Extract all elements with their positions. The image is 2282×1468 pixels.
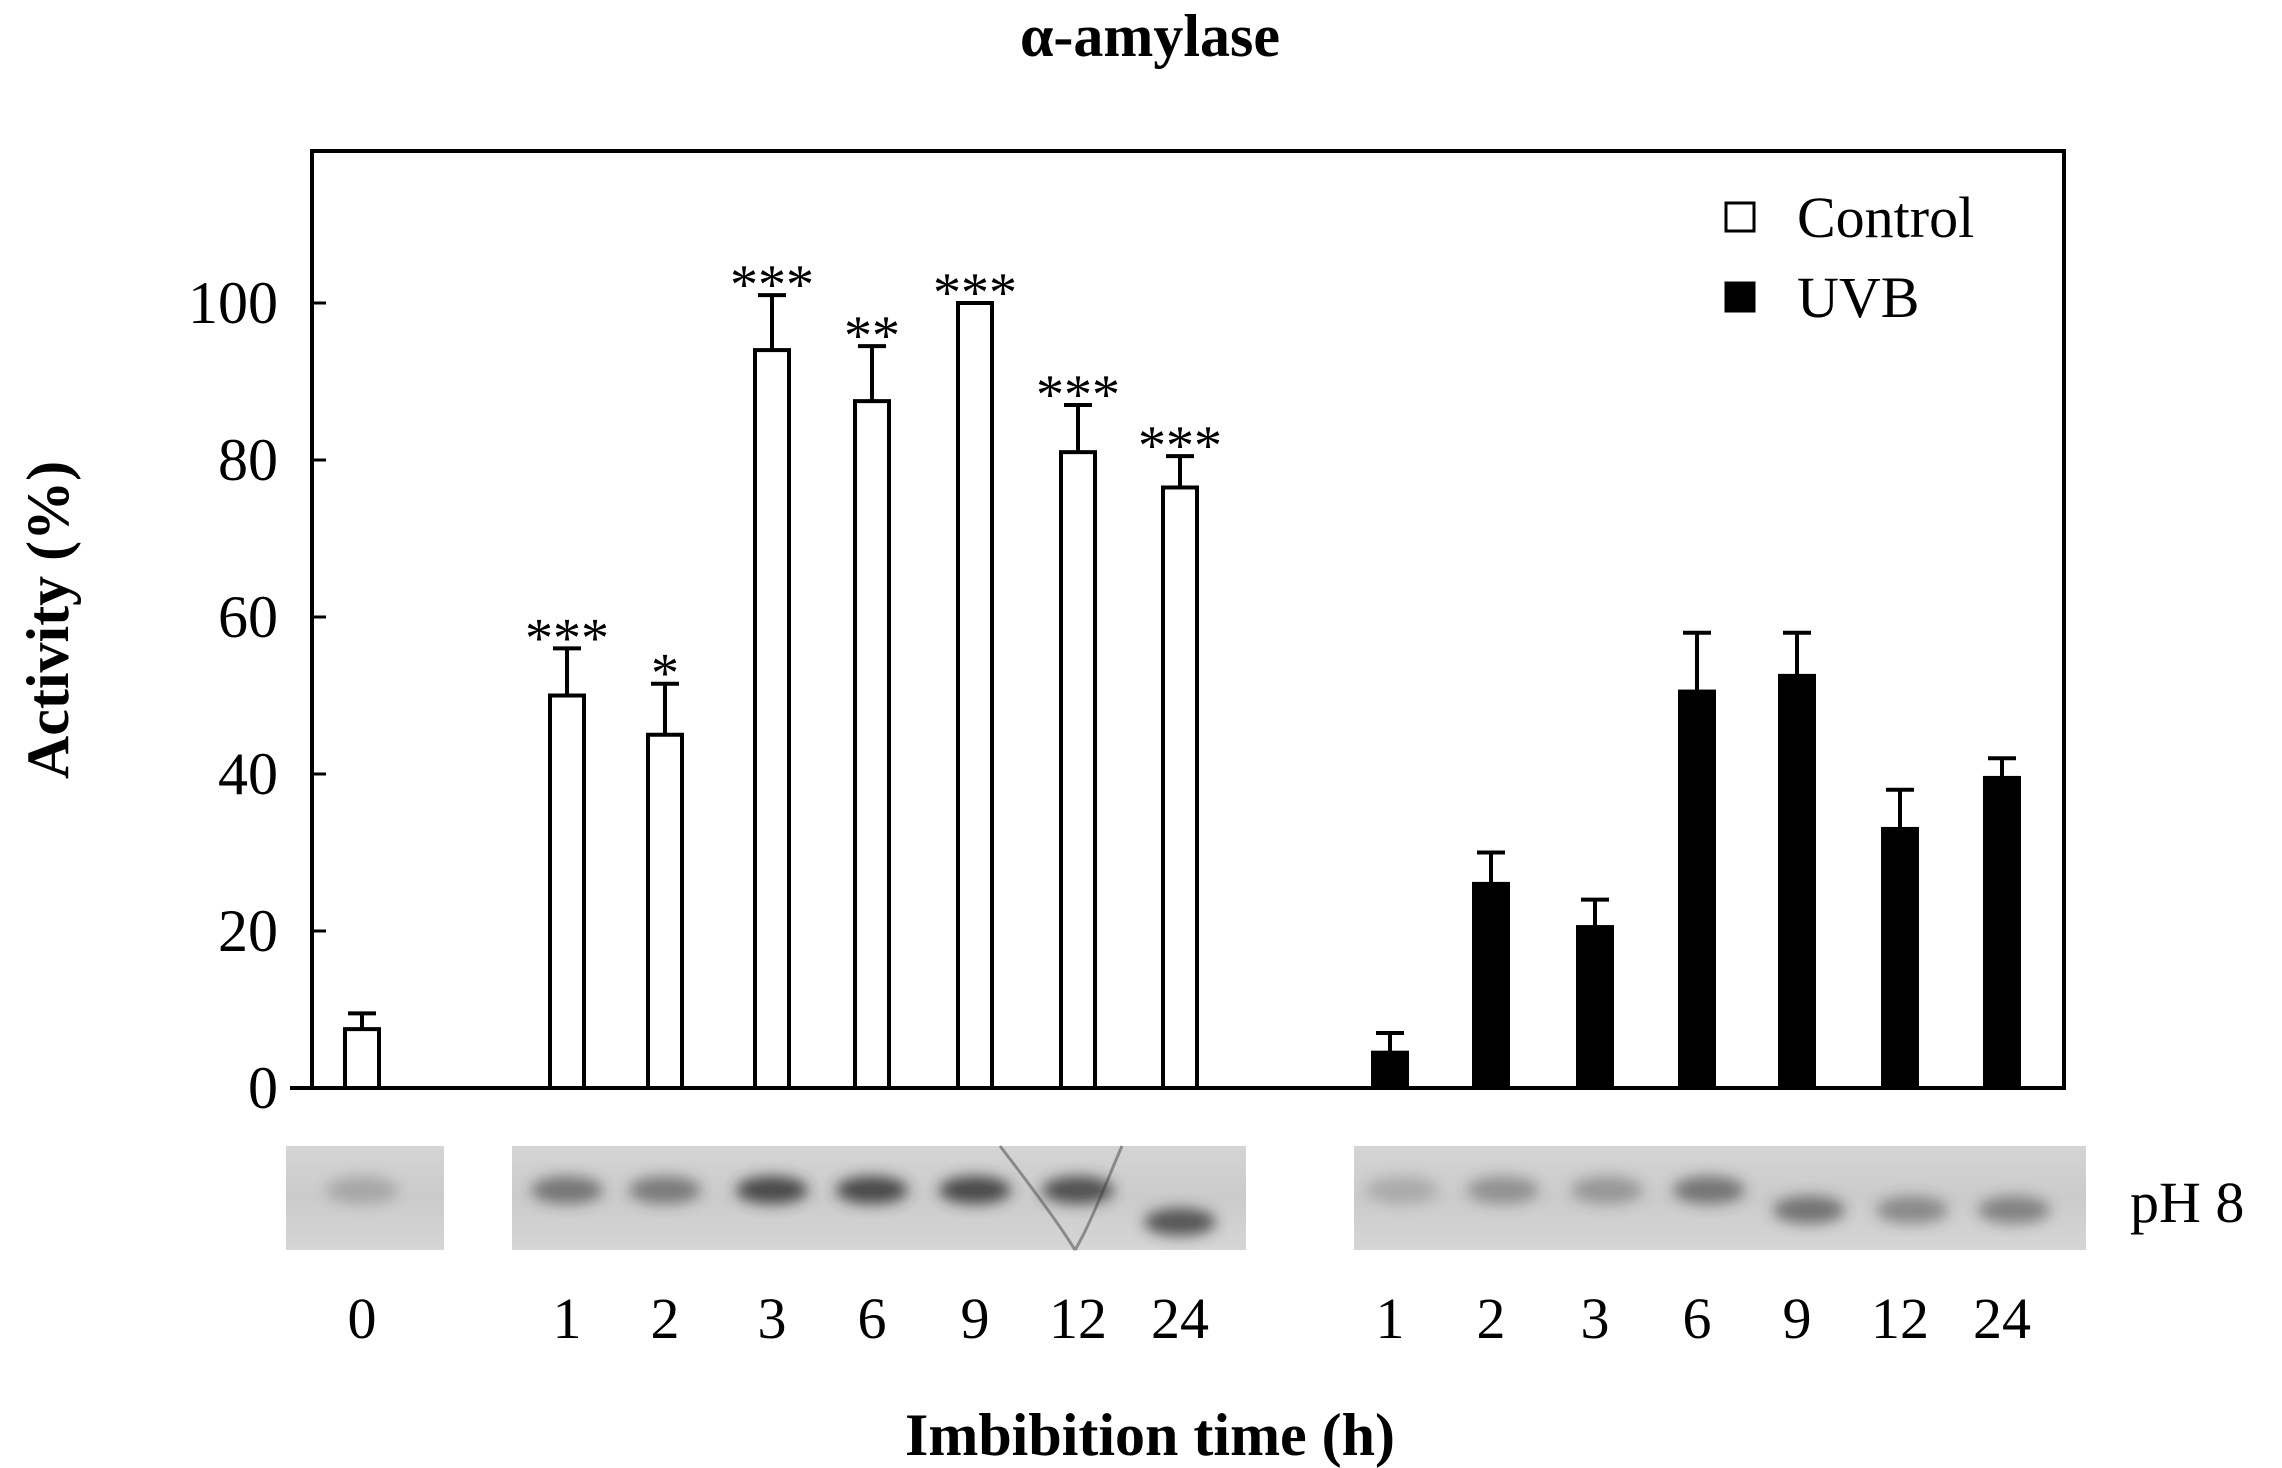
- bar-control-3: [753, 348, 791, 1091]
- gel-band-uvb-9: [1773, 1196, 1845, 1224]
- y-tick-label-40: 40: [218, 741, 278, 807]
- x-axis-label: Imbibition time (h): [905, 1402, 1395, 1468]
- legend-label-control: Control: [1797, 185, 1974, 250]
- gel-band-control-2: [629, 1176, 701, 1204]
- legend-swatch-control: [1724, 201, 1756, 233]
- x-category-uvb-1: 1: [1376, 1286, 1405, 1351]
- y-axis: 0 20 40 60 80 100: [188, 270, 2064, 1121]
- bar-control-1: [548, 693, 586, 1090]
- gel-band-control-24: [1144, 1208, 1216, 1236]
- gel-band-uvb-12: [1876, 1196, 1948, 1224]
- zymogram-gel: pH 8: [286, 1145, 2244, 1251]
- x-category-uvb-6: 6: [1683, 1286, 1712, 1351]
- x-category-labels: 0 1 2 3 6 9 12 24 1 2 3 6 9 12 24: [348, 1286, 2032, 1351]
- x-category-control-2: 2: [651, 1286, 680, 1351]
- bar-control-24: [1161, 485, 1199, 1091]
- chart-title: α-amylase: [1020, 3, 1280, 69]
- x-category-control-3: 3: [758, 1286, 787, 1351]
- gel-band-control-0: [326, 1176, 398, 1204]
- gel-band-uvb-24: [1978, 1196, 2050, 1224]
- significance-markers: ******************: [525, 254, 1222, 705]
- gel-band-uvb-2: [1467, 1176, 1539, 1204]
- gel-band-control-12: [1042, 1176, 1114, 1204]
- significance-control-3: ***: [730, 254, 814, 316]
- gel-band-uvb-6: [1673, 1176, 1745, 1204]
- bar-control-9: [956, 301, 994, 1090]
- gel-band-control-9: [939, 1176, 1011, 1204]
- x-category-control-12: 12: [1049, 1286, 1107, 1351]
- y-tick-label-100: 100: [188, 270, 278, 336]
- y-tick-label-20: 20: [218, 898, 278, 964]
- gel-band-control-6: [836, 1176, 908, 1204]
- x-category-uvb-24: 24: [1973, 1286, 2031, 1351]
- y-tick-label-60: 60: [218, 584, 278, 650]
- gel-crack: [998, 1145, 1124, 1251]
- gel-band-uvb-1: [1366, 1176, 1438, 1204]
- bar-control-6: [853, 399, 891, 1090]
- bar-uvb-3: [1576, 925, 1614, 1091]
- y-axis-label: Activity (%): [15, 461, 81, 779]
- x-category-uvb-9: 9: [1783, 1286, 1812, 1351]
- bar-control-12: [1059, 450, 1097, 1090]
- x-category-uvb-12: 12: [1871, 1286, 1929, 1351]
- x-category-uvb-2: 2: [1477, 1286, 1506, 1351]
- y-tick-label-0: 0: [248, 1055, 278, 1121]
- gel-band-uvb-3: [1571, 1176, 1643, 1204]
- significance-control-12: ***: [1036, 364, 1120, 426]
- bar-uvb-2: [1472, 881, 1510, 1091]
- bar-uvb-6: [1678, 689, 1716, 1090]
- legend: Control UVB: [1724, 185, 1974, 330]
- significance-control-9: ***: [933, 262, 1017, 324]
- x-category-control-9: 9: [961, 1286, 990, 1351]
- x-category-control-1: 1: [553, 1286, 582, 1351]
- legend-swatch-uvb: [1724, 281, 1756, 313]
- legend-label-uvb: UVB: [1797, 265, 1919, 330]
- bar-uvb-12: [1881, 826, 1919, 1090]
- gel-condition-label: pH 8: [2130, 1170, 2244, 1235]
- error-bars: [348, 293, 2016, 1053]
- gel-band-control-3: [736, 1176, 808, 1204]
- x-category-control-6: 6: [858, 1286, 887, 1351]
- significance-control-24: ***: [1138, 415, 1222, 477]
- significance-control-6: **: [844, 305, 900, 367]
- bar-uvb-1: [1371, 1050, 1409, 1091]
- gel-band-control-1: [531, 1176, 603, 1204]
- y-tick-label-80: 80: [218, 427, 278, 493]
- bar-control-0: [343, 1027, 381, 1090]
- bar-uvb-9: [1778, 673, 1816, 1090]
- significance-control-2: *: [651, 643, 679, 705]
- x-category-uvb-3: 3: [1581, 1286, 1610, 1351]
- x-category-control-24: 24: [1151, 1286, 1209, 1351]
- bar-uvb-24: [1983, 775, 2021, 1090]
- x-category-control-0: 0: [348, 1286, 377, 1351]
- bar-control-2: [646, 732, 684, 1090]
- significance-control-1: ***: [525, 607, 609, 669]
